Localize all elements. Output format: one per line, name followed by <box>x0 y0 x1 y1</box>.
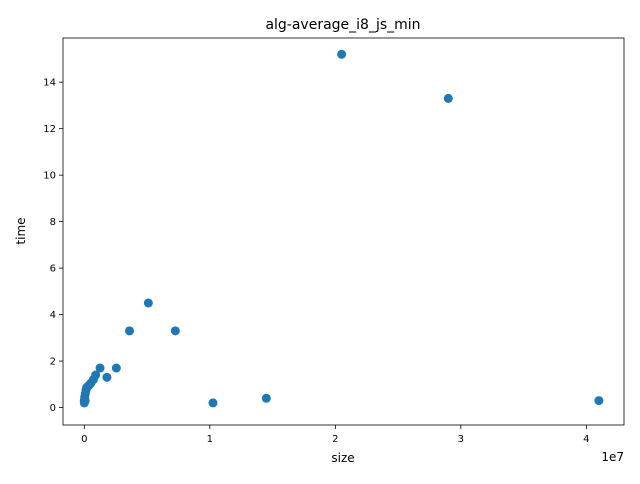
data-point <box>443 93 453 103</box>
x-tick-label: 0 <box>81 434 87 445</box>
x-tick-label: 2 <box>332 434 338 445</box>
chart-title: alg-average_i8_js_min <box>265 17 420 33</box>
y-tick-label: 0 <box>50 403 56 414</box>
y-tick-label: 4 <box>50 310 56 321</box>
data-point <box>143 298 153 308</box>
data-point <box>170 326 180 336</box>
points-layer <box>79 49 604 408</box>
data-point <box>337 49 347 59</box>
plot-frame <box>62 37 625 426</box>
data-point <box>102 372 112 382</box>
x-axis: 0 1 2 3 4 <box>81 425 590 445</box>
x-tick-label: 1 <box>207 434 213 445</box>
y-tick-label: 2 <box>50 357 56 368</box>
data-point <box>125 326 135 336</box>
y-tick-label: 6 <box>50 264 56 275</box>
y-axis: 0 2 4 6 8 10 12 14 <box>43 78 63 414</box>
y-axis-label: time <box>14 217 28 244</box>
x-tick-label: 4 <box>583 434 589 445</box>
data-point <box>594 396 604 406</box>
y-tick-label: 8 <box>50 217 56 228</box>
data-point <box>111 363 121 373</box>
y-tick-label: 12 <box>43 124 56 135</box>
data-point <box>208 398 218 408</box>
x-offset-label: 1e7 <box>601 450 624 464</box>
y-tick-label: 14 <box>43 78 56 89</box>
x-axis-label: size <box>331 451 354 465</box>
data-point <box>91 370 101 380</box>
data-point <box>95 363 105 373</box>
data-point <box>80 396 90 406</box>
x-tick-label: 3 <box>458 434 464 445</box>
y-tick-label: 10 <box>43 171 56 182</box>
data-point <box>261 393 271 403</box>
